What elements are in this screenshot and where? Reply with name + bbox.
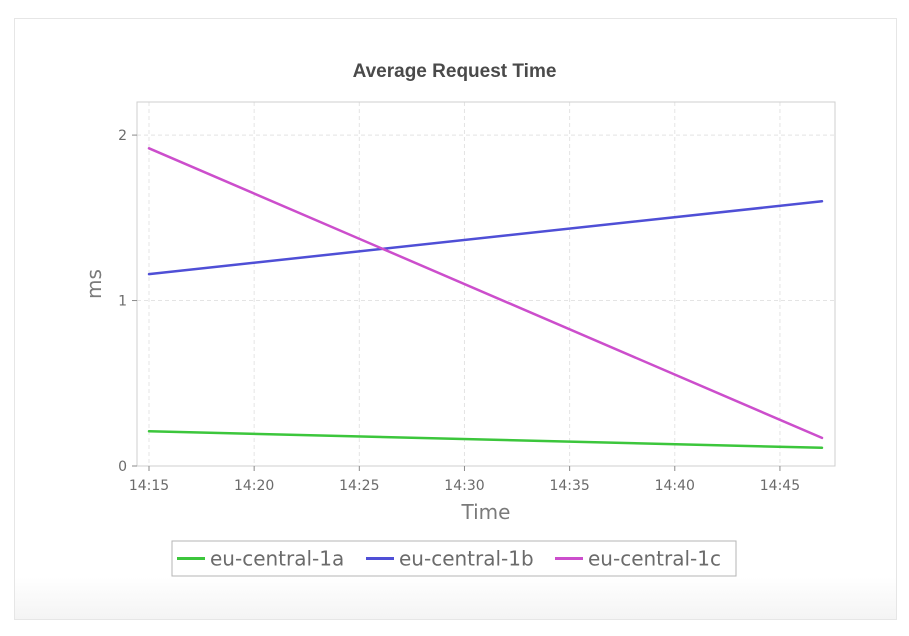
y-tick-label: 0 — [118, 459, 127, 475]
grid — [137, 102, 835, 467]
x-tick-label: 14:25 — [339, 478, 379, 494]
chart-title: Average Request Time — [352, 61, 557, 82]
x-tick-label: 14:45 — [760, 478, 800, 494]
x-tick-label: 14:30 — [444, 478, 484, 494]
x-tick-label: 14:15 — [129, 478, 169, 494]
x-tick-label: 14:35 — [549, 478, 589, 494]
series-line-eu-central-1a — [147, 430, 824, 450]
plot-area-frame — [136, 101, 836, 467]
legend-label: eu-central-1c — [588, 547, 721, 571]
series-line-eu-central-1c — [147, 147, 824, 440]
legend-label: eu-central-1a — [210, 547, 344, 571]
axes: 14:15 14:20 14:25 14:30 14:35 14:40 14:45 0 1 2 — [118, 128, 800, 494]
y-tick-label: 2 — [118, 128, 127, 144]
y-tick-label: 1 — [118, 294, 127, 310]
chart-panel — [14, 18, 897, 620]
x-tick-label: 14:40 — [655, 478, 695, 494]
series-line-eu-central-1b — [147, 200, 824, 276]
series-lines — [147, 147, 824, 450]
x-tick-label: 14:20 — [234, 478, 274, 494]
legend-label: eu-central-1b — [399, 547, 534, 571]
y-axis-title: ms — [82, 269, 106, 299]
legend-box — [171, 540, 737, 577]
legend: eu-central-1a eu-central-1b eu-central-1c — [171, 540, 737, 577]
x-axis-title: Time — [461, 500, 511, 524]
